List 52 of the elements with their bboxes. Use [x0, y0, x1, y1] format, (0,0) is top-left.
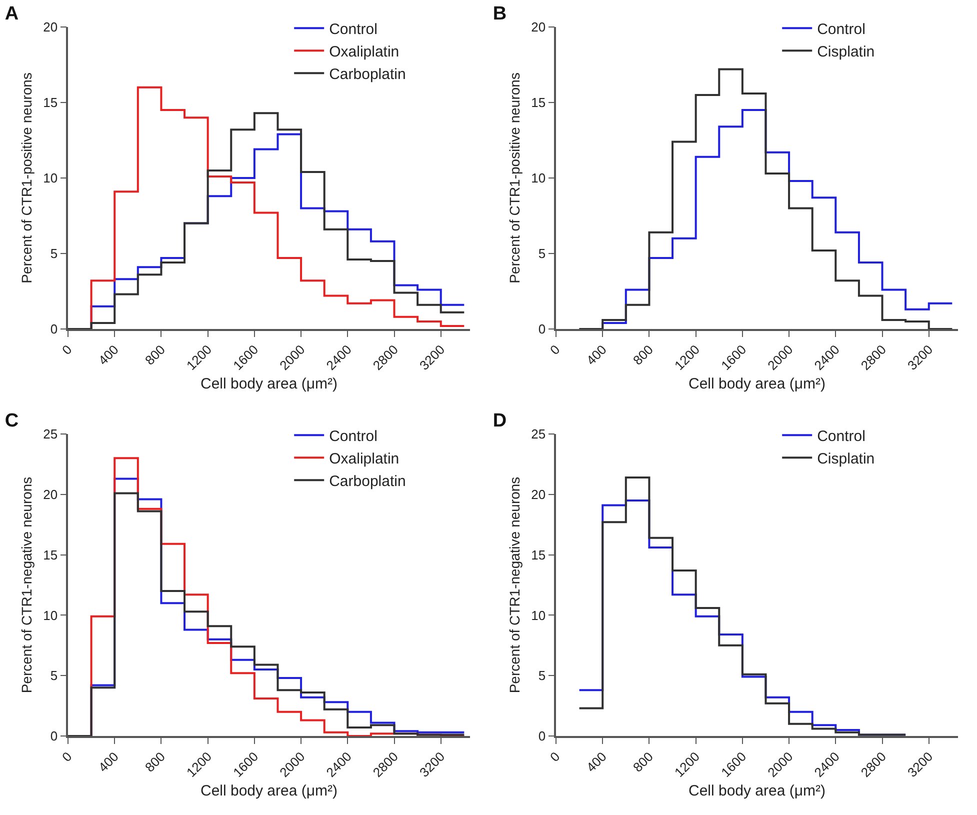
legend-label: Carboplatin — [329, 473, 406, 490]
x-tick-label: 400 — [95, 342, 122, 368]
legend-label: Control — [329, 428, 378, 445]
legend-label: Control — [817, 21, 866, 38]
y-tick-label: 15 — [43, 95, 58, 110]
legend-label: Cisplatin — [817, 44, 875, 60]
legend-label: Oxaliplatin — [329, 44, 400, 60]
chart-title: C — [4, 410, 19, 432]
chart-title: A — [4, 3, 19, 24]
y-tick-label: 20 — [43, 20, 58, 35]
x-tick-label: 400 — [95, 748, 122, 775]
y-axis-title: Percent of CTR1-negative neurons — [18, 476, 34, 694]
x-tick-label: 400 — [583, 748, 610, 775]
x-tick-label: 800 — [142, 342, 168, 368]
x-tick-label: 800 — [142, 748, 168, 775]
y-tick-label: 10 — [43, 170, 58, 186]
x-tick-label: 800 — [630, 342, 656, 368]
y-tick-label: 0 — [538, 728, 546, 744]
y-tick-label: 10 — [531, 608, 546, 623]
x-axis-title: Cell body area (μm²) — [688, 782, 826, 800]
y-tick-label: 10 — [531, 170, 546, 186]
y-tick-label: 5 — [538, 668, 546, 684]
y-tick-label: 15 — [43, 547, 58, 562]
y-tick-label: 10 — [43, 608, 58, 623]
y-axis-title: Percent of CTR1-positive neurons — [18, 72, 34, 284]
chart-title: B — [492, 3, 507, 24]
x-tick-label: 400 — [583, 342, 610, 368]
chart-title: D — [492, 410, 507, 432]
x-axis-title: Cell body area (μm²) — [200, 376, 338, 393]
y-tick-label: 0 — [50, 322, 58, 337]
y-tick-label: 15 — [531, 95, 546, 110]
x-axis-title: Cell body area (μm²) — [688, 376, 826, 393]
legend-label: Oxaliplatin — [329, 450, 400, 468]
y-tick-label: 25 — [43, 426, 58, 442]
y-tick-label: 25 — [531, 426, 546, 442]
x-tick-label: 800 — [630, 748, 656, 775]
y-tick-label: 0 — [538, 322, 546, 337]
y-tick-label: 15 — [531, 547, 546, 562]
y-tick-label: 5 — [538, 246, 546, 262]
y-tick-label: 20 — [531, 20, 546, 35]
y-tick-label: 5 — [50, 246, 58, 262]
y-tick-label: 0 — [50, 728, 58, 744]
y-tick-label: 20 — [43, 486, 58, 502]
y-tick-label: 20 — [531, 486, 546, 502]
x-axis-title: Cell body area (μm²) — [200, 782, 338, 800]
legend-label: Control — [329, 21, 378, 38]
legend-label: Control — [817, 428, 866, 445]
y-tick-label: 5 — [50, 668, 58, 684]
y-axis-title: Percent of CTR1-positive neurons — [506, 72, 522, 284]
y-axis-title: Percent of CTR1-negative neurons — [506, 476, 522, 694]
legend-label: Carboplatin — [329, 66, 406, 83]
legend-label: Cisplatin — [817, 450, 875, 468]
